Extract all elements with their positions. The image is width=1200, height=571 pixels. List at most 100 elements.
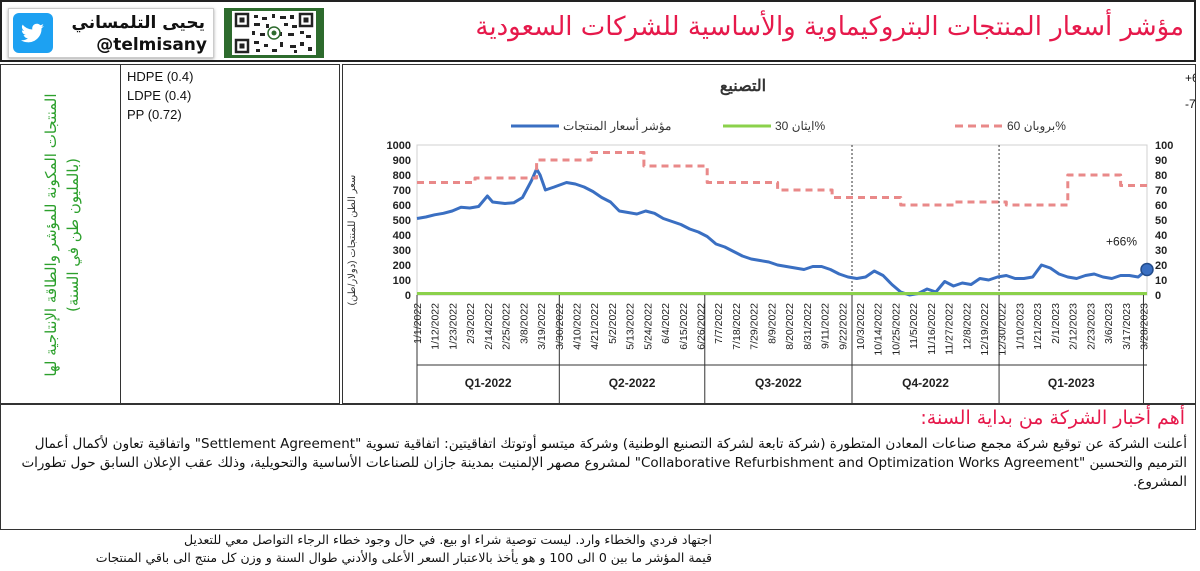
chart-panel: التصنيع التغيير عن الربع السابق %66+ الت… [342, 64, 1196, 404]
chart-legend: بروبان 60% ايثان 30% مؤشر أسعار المنتجات [511, 118, 1066, 133]
x-tick-label: 3/19/2022 [536, 303, 548, 350]
x-tick-label: 2/3/2022 [465, 303, 477, 344]
index-method-note: قيمة المؤشر ما بين 0 الى 100 و هو يأخذ ب… [95, 550, 712, 565]
x-tick-label: 7/7/2022 [713, 303, 725, 344]
news-title: أهم أخبار الشركة من بداية السنة: [920, 407, 1185, 429]
legend-label-propane: بروبان 60% [1007, 119, 1066, 133]
x-tick-label: 11/5/2022 [908, 303, 920, 349]
y-left-tick-label: 0 [405, 290, 411, 302]
x-tick-label: 5/2/2022 [607, 303, 619, 344]
series-line-2 [417, 151, 1147, 207]
x-tick-label: 5/13/2022 [625, 303, 637, 350]
x-tick-label: 10/3/2022 [855, 303, 867, 350]
qr-code-icon [234, 12, 314, 54]
x-tick-label: 3/6/2023 [1103, 303, 1115, 344]
x-tick-label: 10/25/2022 [890, 303, 902, 356]
series-line-0 [416, 167, 1148, 297]
news-panel: أهم أخبار الشركة من بداية السنة: أعلنت ا… [0, 404, 1196, 530]
x-tick-label: 12/30/2022 [997, 303, 1009, 356]
components-label-cell: المنتجات المكونة للمؤشر والطاقة الإنتاجي… [3, 65, 121, 403]
author-handle[interactable]: @telmisany [96, 35, 207, 55]
chart-title: التصنيع [720, 78, 766, 96]
x-tick-label: 3/8/2022 [518, 303, 530, 344]
product-item: PP (0.72) [127, 107, 182, 122]
quarter-label: Q1-2023 [1048, 376, 1095, 390]
x-tick-label: 1/12/2022 [430, 303, 442, 350]
y-right-tick-label: 10 [1155, 275, 1167, 287]
legend-label-price-index: مؤشر أسعار المنتجات [563, 118, 671, 133]
x-tick-label: 5/24/2022 [642, 303, 654, 350]
x-tick-label: 8/9/2022 [766, 303, 778, 344]
x-tick-label: 2/1/2023 [1050, 303, 1062, 344]
y-right-tick-label: 20 [1155, 260, 1167, 272]
x-tick-label: 2/14/2022 [483, 303, 495, 350]
index-components-panel: المنتجات المكونة للمؤشر والطاقة الإنتاجي… [0, 64, 340, 404]
y-right-tick-label: 60 [1155, 200, 1167, 212]
change-annotation: +66% [1106, 235, 1137, 249]
product-item: LDPE (0.4) [127, 88, 192, 103]
y-right-tick-label: 40 [1155, 230, 1167, 242]
disclaimer-text: اجتهاد فردي والخطاء وارد. ليست توصية شرا… [184, 532, 712, 547]
y-right-tick-label: 90 [1155, 155, 1167, 167]
x-tick-label: 1/23/2022 [447, 303, 459, 350]
x-tick-label: 4/10/2022 [572, 303, 584, 350]
x-tick-label: 9/11/2022 [820, 303, 832, 349]
y-axis-label: سعر الطن للمنتجات (دولار/طن) [347, 175, 358, 306]
y-right-tick-label: 80 [1155, 170, 1167, 182]
qr-code [224, 8, 324, 58]
y-right-tick-label: 30 [1155, 245, 1167, 257]
y-left-tick-label: 400 [393, 230, 411, 242]
legend-label-ethane: ايثان 30% [775, 119, 825, 133]
x-tick-label: 12/19/2022 [979, 303, 991, 356]
x-tick-label: 9/22/2022 [837, 303, 849, 350]
x-tick-label: 6/4/2022 [660, 303, 672, 344]
page-title: مؤشر أسعار المنتجات البتروكيماوية والأسا… [475, 12, 1184, 42]
qoq-change-note: التغيير عن الربع السابق %66+ [1185, 71, 1195, 85]
quarter-label: Q4-2022 [902, 376, 949, 390]
x-tick-label: 1/21/2023 [1032, 303, 1044, 350]
x-tick-label: 2/23/2023 [1085, 303, 1097, 350]
x-tick-label: 7/18/2022 [731, 303, 743, 350]
y-left-tick-label: 700 [393, 185, 411, 197]
x-tick-label: 11/16/2022 [926, 303, 938, 355]
y-left-tick-label: 800 [393, 170, 411, 182]
y-left-tick-label: 1000 [387, 140, 411, 152]
x-tick-label: 1/1/2022 [412, 303, 424, 344]
yoy-change-note: التغيير عن الربع المماثل %79- [1185, 97, 1195, 111]
y-right-tick-label: 100 [1155, 140, 1173, 152]
product-list: HDPE (0.4) LDPE (0.4) PP (0.72) [127, 67, 193, 124]
x-tick-label: 8/31/2022 [802, 303, 814, 350]
x-tick-label: 4/21/2022 [589, 303, 601, 350]
header-bar: يحيى التلمساني @telmisany [0, 0, 1196, 62]
y-left-tick-label: 100 [393, 275, 411, 287]
quarter-label: Q3-2022 [755, 376, 802, 390]
components-label: المنتجات المكونة للمؤشر والطاقة الإنتاجي… [42, 93, 82, 377]
x-tick-label: 11/27/2022 [944, 303, 956, 355]
y-left-tick-label: 500 [393, 215, 411, 227]
x-tick-label: 6/15/2022 [678, 303, 690, 350]
quarter-label: Q1-2022 [465, 376, 512, 390]
news-body: أعلنت الشركة عن توقيع شركة مجمع صناعات ا… [21, 436, 1187, 490]
y-right-tick-label: 0 [1155, 290, 1161, 302]
x-tick-label: 10/14/2022 [873, 303, 885, 356]
latest-value-marker [1140, 262, 1154, 277]
y-right-tick-label: 70 [1155, 185, 1167, 197]
plot-area: 0 100 200 300 400 500 600 700 800 900 1000 0 10 20 30 4… [387, 140, 1173, 403]
author-logo[interactable]: يحيى التلمساني @telmisany [8, 8, 214, 58]
x-tick-label: 6/26/2022 [696, 303, 708, 350]
x-tick-label: 3/28/2023 [1139, 303, 1151, 350]
x-tick-label: 12/8/2022 [961, 303, 973, 350]
twitter-icon [13, 13, 53, 53]
y-left-tick-label: 300 [393, 245, 411, 257]
quarter-label: Q2-2022 [609, 376, 656, 390]
x-tick-label: 3/17/2023 [1121, 303, 1133, 350]
x-tick-label: 7/29/2022 [749, 303, 761, 350]
x-tick-label: 2/12/2023 [1068, 303, 1080, 350]
y-right-tick-label: 50 [1155, 215, 1167, 227]
x-tick-label: 1/10/2023 [1014, 303, 1026, 350]
y-left-tick-label: 200 [393, 260, 411, 272]
price-index-chart: التصنيع التغيير عن الربع السابق %66+ الت… [347, 71, 1195, 403]
x-tick-label: 2/25/2022 [501, 303, 513, 350]
x-tick-label: 8/20/2022 [784, 303, 796, 350]
product-item: HDPE (0.4) [127, 69, 194, 84]
